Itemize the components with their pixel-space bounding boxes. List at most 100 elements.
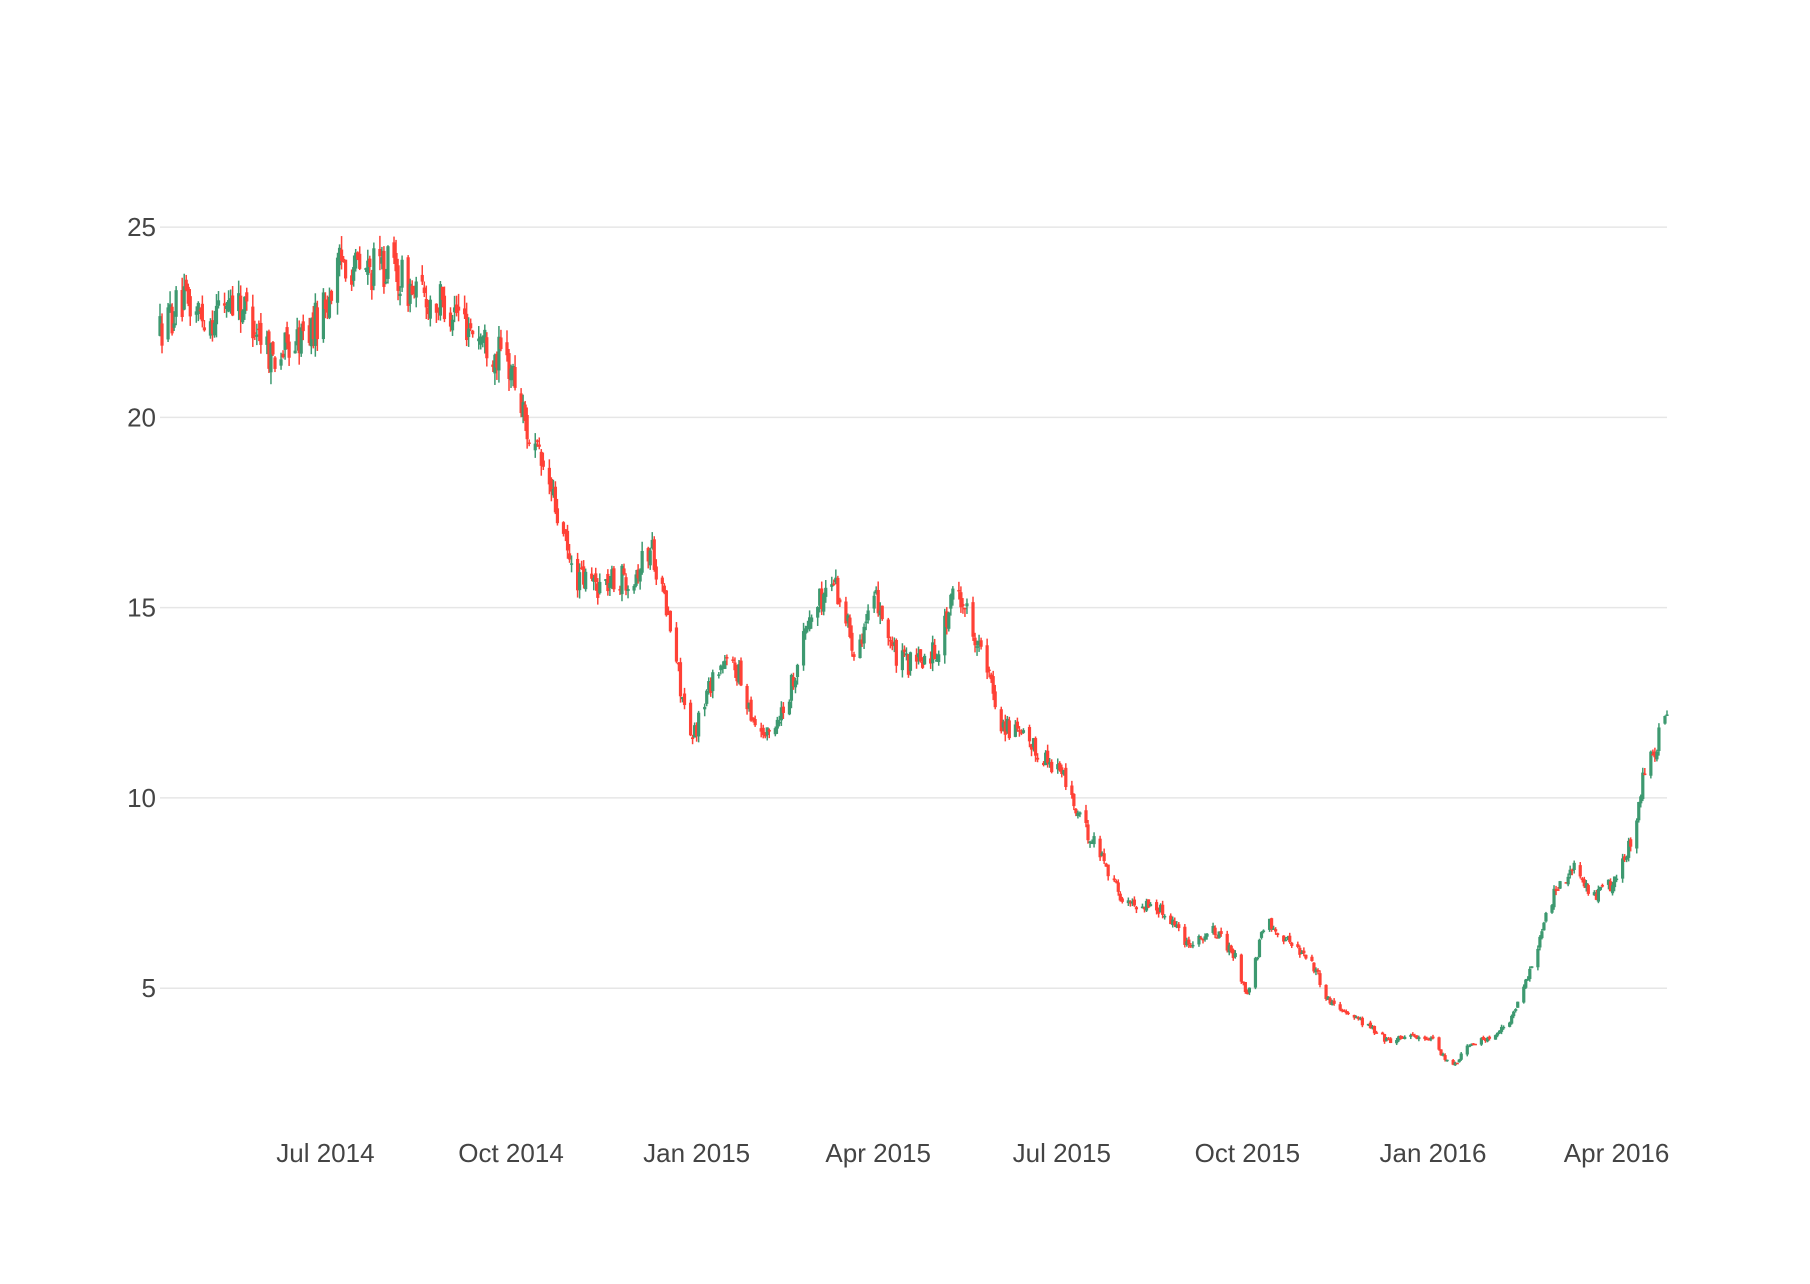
- candle-body: [1173, 921, 1177, 926]
- candle: [598, 573, 602, 595]
- candle-body: [822, 594, 826, 612]
- candle-body: [1582, 879, 1586, 887]
- candle-body: [680, 696, 685, 700]
- candle: [335, 252, 340, 315]
- candle-body: [688, 702, 693, 736]
- candle: [1013, 720, 1017, 738]
- candle: [1261, 929, 1266, 934]
- candle-body: [652, 539, 656, 570]
- candle: [1344, 1009, 1348, 1015]
- candle: [339, 236, 344, 270]
- candle: [971, 596, 975, 641]
- candle: [1471, 1043, 1475, 1046]
- candle-body: [1487, 1036, 1492, 1039]
- candle-body: [1211, 925, 1215, 933]
- candle-body: [1217, 931, 1221, 939]
- candle-body: [888, 640, 892, 642]
- candle: [838, 597, 842, 607]
- candle-body: [339, 249, 344, 261]
- candle-body: [394, 252, 398, 272]
- candle: [892, 637, 896, 653]
- candle: [465, 302, 469, 347]
- candle-body: [1225, 933, 1229, 951]
- candle-body: [172, 323, 176, 328]
- candle: [271, 340, 275, 357]
- candle-body: [491, 364, 495, 367]
- candle: [1102, 848, 1106, 865]
- candle-body: [1229, 945, 1233, 952]
- candle: [1027, 724, 1032, 748]
- candle-body: [1269, 918, 1274, 929]
- candle-body: [775, 719, 779, 729]
- candle-body: [606, 573, 610, 592]
- candle-body: [1425, 1038, 1429, 1040]
- candle-body: [1100, 853, 1104, 856]
- candle: [578, 563, 582, 599]
- candle: [370, 269, 374, 300]
- candle-body: [1257, 939, 1262, 957]
- candle: [582, 560, 586, 589]
- candle-body: [243, 296, 247, 314]
- candle: [1086, 820, 1090, 844]
- candle-body: [674, 627, 679, 662]
- candle: [592, 574, 596, 591]
- candle-body: [1510, 1015, 1514, 1024]
- candle-body: [640, 550, 644, 573]
- candle: [929, 651, 933, 669]
- candle: [1171, 916, 1175, 928]
- candle: [1556, 887, 1560, 891]
- candle-body: [959, 592, 963, 608]
- candle-body: [327, 296, 332, 318]
- candle-body: [654, 566, 658, 580]
- candle: [1612, 876, 1617, 892]
- candle-body: [509, 368, 513, 381]
- candle: [505, 330, 509, 362]
- candle: [1621, 853, 1625, 883]
- candle: [1154, 899, 1159, 915]
- candle: [822, 592, 826, 616]
- candle-body: [1629, 839, 1633, 847]
- candle: [596, 578, 600, 605]
- candle-body: [356, 252, 360, 260]
- candle: [394, 239, 398, 283]
- candle-body: [682, 693, 687, 706]
- candle-body: [1439, 1049, 1443, 1056]
- candle: [1538, 935, 1542, 951]
- candle-body: [196, 302, 200, 315]
- candle: [781, 702, 785, 719]
- candle-body: [1372, 1026, 1377, 1034]
- candle-body: [834, 577, 838, 583]
- candle-body: [485, 337, 489, 359]
- candle-body: [844, 601, 848, 624]
- candle-body: [499, 337, 503, 350]
- candle: [226, 290, 231, 313]
- candle-body: [719, 665, 723, 671]
- candle: [965, 598, 969, 614]
- candle: [682, 687, 687, 710]
- candle-body: [1606, 879, 1611, 885]
- candle: [1352, 1014, 1356, 1020]
- candle-body: [1175, 924, 1179, 928]
- candle-body: [315, 307, 319, 340]
- candle-body: [547, 467, 551, 485]
- candle: [378, 235, 382, 271]
- candle: [1610, 881, 1615, 896]
- candle-body: [392, 242, 396, 258]
- candle: [158, 303, 162, 337]
- candle: [1215, 934, 1219, 939]
- candle: [1403, 1035, 1407, 1040]
- candle: [1076, 810, 1080, 819]
- candle-body: [1104, 863, 1108, 867]
- candle-body: [1403, 1036, 1407, 1040]
- candle-body: [1310, 956, 1314, 961]
- candle: [1005, 715, 1009, 734]
- candle-body: [380, 257, 384, 264]
- candle: [1623, 854, 1627, 862]
- candle-body: [761, 727, 765, 735]
- candle: [1431, 1034, 1435, 1040]
- candle-body: [876, 590, 880, 614]
- candle: [229, 289, 233, 314]
- candle: [1104, 862, 1108, 867]
- candle-body: [618, 589, 622, 591]
- candle: [398, 286, 402, 306]
